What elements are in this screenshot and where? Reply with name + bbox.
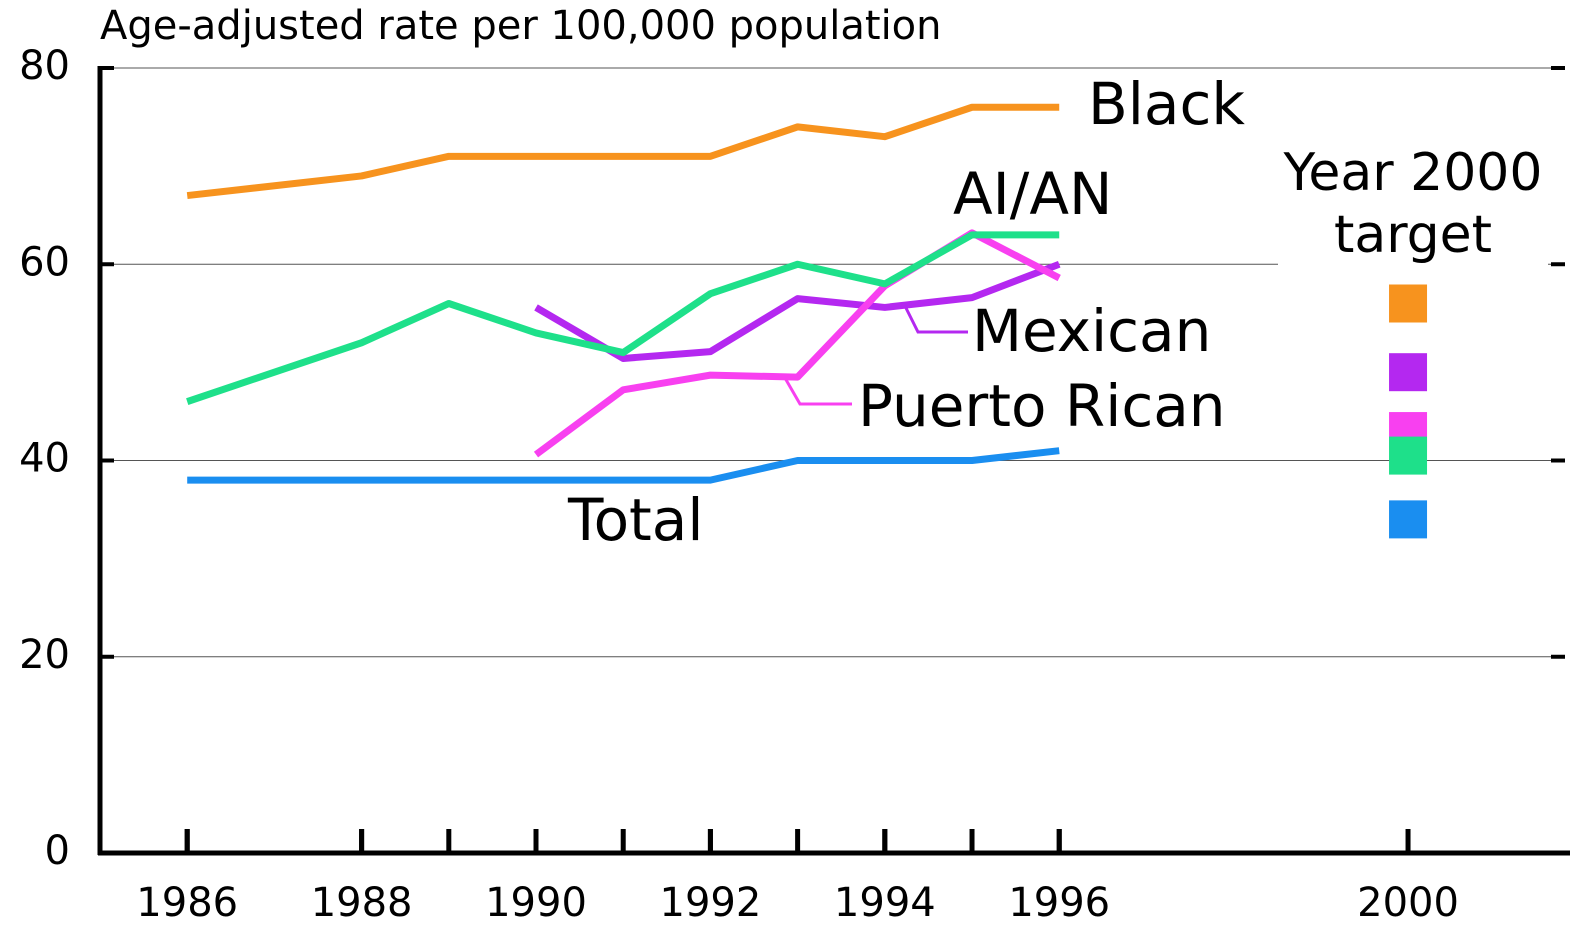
label-leader bbox=[903, 305, 968, 334]
x-tick-label: 1994 bbox=[834, 880, 936, 926]
y-tick-label: 0 bbox=[45, 828, 70, 874]
series-line bbox=[186, 103, 1060, 200]
x-tick-label: 1988 bbox=[311, 880, 413, 926]
x-tick-label: 1992 bbox=[660, 880, 762, 926]
y-tick-label: 40 bbox=[19, 436, 70, 482]
legend-title: Year 2000 target bbox=[1278, 142, 1548, 266]
series-line bbox=[187, 447, 1060, 484]
target-marker bbox=[1389, 500, 1428, 539]
target-marker bbox=[1389, 284, 1428, 323]
y-tick-label: 80 bbox=[19, 43, 70, 89]
y-axis-label: Age-adjusted rate per 100,000 population bbox=[100, 3, 942, 49]
series-line bbox=[186, 231, 1060, 405]
series-line bbox=[534, 260, 1061, 362]
series-label: AI/AN bbox=[953, 160, 1112, 228]
series-label: Mexican bbox=[972, 297, 1211, 365]
series-label: Black bbox=[1088, 70, 1245, 138]
series-label: Puerto Rican bbox=[858, 372, 1226, 440]
series-label: Total bbox=[567, 486, 703, 554]
x-tick-label: 1990 bbox=[485, 880, 587, 926]
y-tick-label: 60 bbox=[19, 239, 70, 285]
target-marker bbox=[1389, 353, 1428, 392]
x-tick-label: 1986 bbox=[136, 880, 238, 926]
x-tick-label: 2000 bbox=[1357, 880, 1459, 926]
y-tick-label: 20 bbox=[19, 632, 70, 678]
label-leader bbox=[783, 377, 852, 406]
target-marker bbox=[1389, 436, 1428, 475]
x-tick-label: 1996 bbox=[1008, 880, 1110, 926]
